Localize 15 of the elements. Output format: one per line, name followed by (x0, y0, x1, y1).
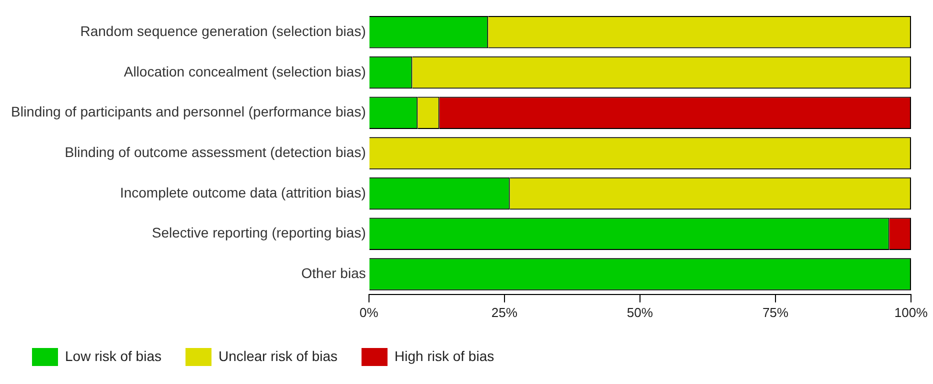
x-tick-label: 100% (894, 304, 928, 320)
x-tick-label: 25% (491, 304, 518, 320)
legend-label: High risk of bias (394, 348, 494, 364)
y-tick-label: Selective reporting (reporting bias) (152, 224, 366, 241)
y-tick-label: Allocation concealment (selection bias) (124, 63, 366, 80)
legend-label: Low risk of bias (65, 348, 162, 364)
y-tick-label: Random sequence generation (selection bias) (80, 23, 366, 40)
legend-label: Unclear risk of bias (218, 348, 338, 364)
y-tick-label: Incomplete outcome data (attrition bias) (120, 184, 366, 200)
x-tick-label: 50% (626, 304, 654, 320)
x-tick-label: 0% (359, 304, 379, 320)
y-tick-label: Other bias (301, 265, 366, 282)
y-tick-label: Blinding of participants and personnel (performance bias) (10, 104, 366, 120)
x-tick-label: 75% (762, 304, 789, 320)
y-tick-label: Blinding of outcome assessment (detection bias) (64, 144, 366, 160)
